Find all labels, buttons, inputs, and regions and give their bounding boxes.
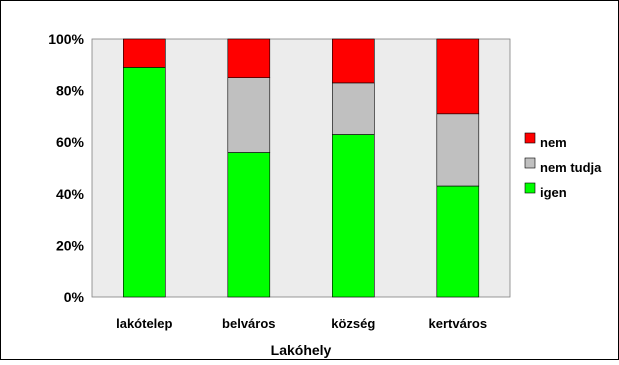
x-tick-label: kertváros	[429, 316, 488, 331]
y-tick-label: 0%	[64, 289, 85, 305]
y-tick-label: 40%	[56, 186, 85, 202]
bar-segment-2-4	[436, 113, 480, 187]
bar-segment-2-2	[227, 77, 271, 153]
bar-segment-3-1	[123, 38, 166, 68]
bar-segment-3-2	[227, 38, 271, 79]
y-tick-label: 60%	[56, 134, 85, 150]
bar-segment-2-3	[331, 82, 375, 135]
bar-segment-1-3	[331, 134, 375, 298]
bar-segment-1-2	[227, 152, 271, 298]
y-tick-label: 80%	[56, 83, 85, 99]
bar-segment-3-3	[331, 38, 375, 84]
x-axis-ticks: lakótelep belváros község kertváros	[116, 316, 487, 331]
y-tick-label: 100%	[48, 31, 84, 47]
bar-segment-1-1	[123, 67, 166, 298]
legend-swatch	[524, 182, 536, 194]
legend-label: nem tudja	[540, 160, 602, 175]
legend: nem nem tudja igen	[518, 126, 616, 204]
x-tick-label: lakótelep	[116, 316, 172, 331]
y-tick-label: 20%	[56, 237, 85, 253]
legend-swatch	[524, 157, 536, 169]
x-axis-title: Lakóhely	[271, 342, 332, 358]
bar-segment-3-4	[436, 38, 480, 115]
y-axis-ticks: 0% 20% 40% 60% 80% 100%	[48, 31, 84, 305]
legend-swatch	[524, 132, 536, 144]
legend-label: igen	[540, 185, 567, 200]
x-tick-label: belváros	[222, 316, 275, 331]
legend-label: nem	[540, 135, 567, 150]
bar-segment-1-4	[436, 185, 480, 298]
bars-layer	[123, 38, 480, 298]
x-tick-label: község	[331, 316, 375, 331]
